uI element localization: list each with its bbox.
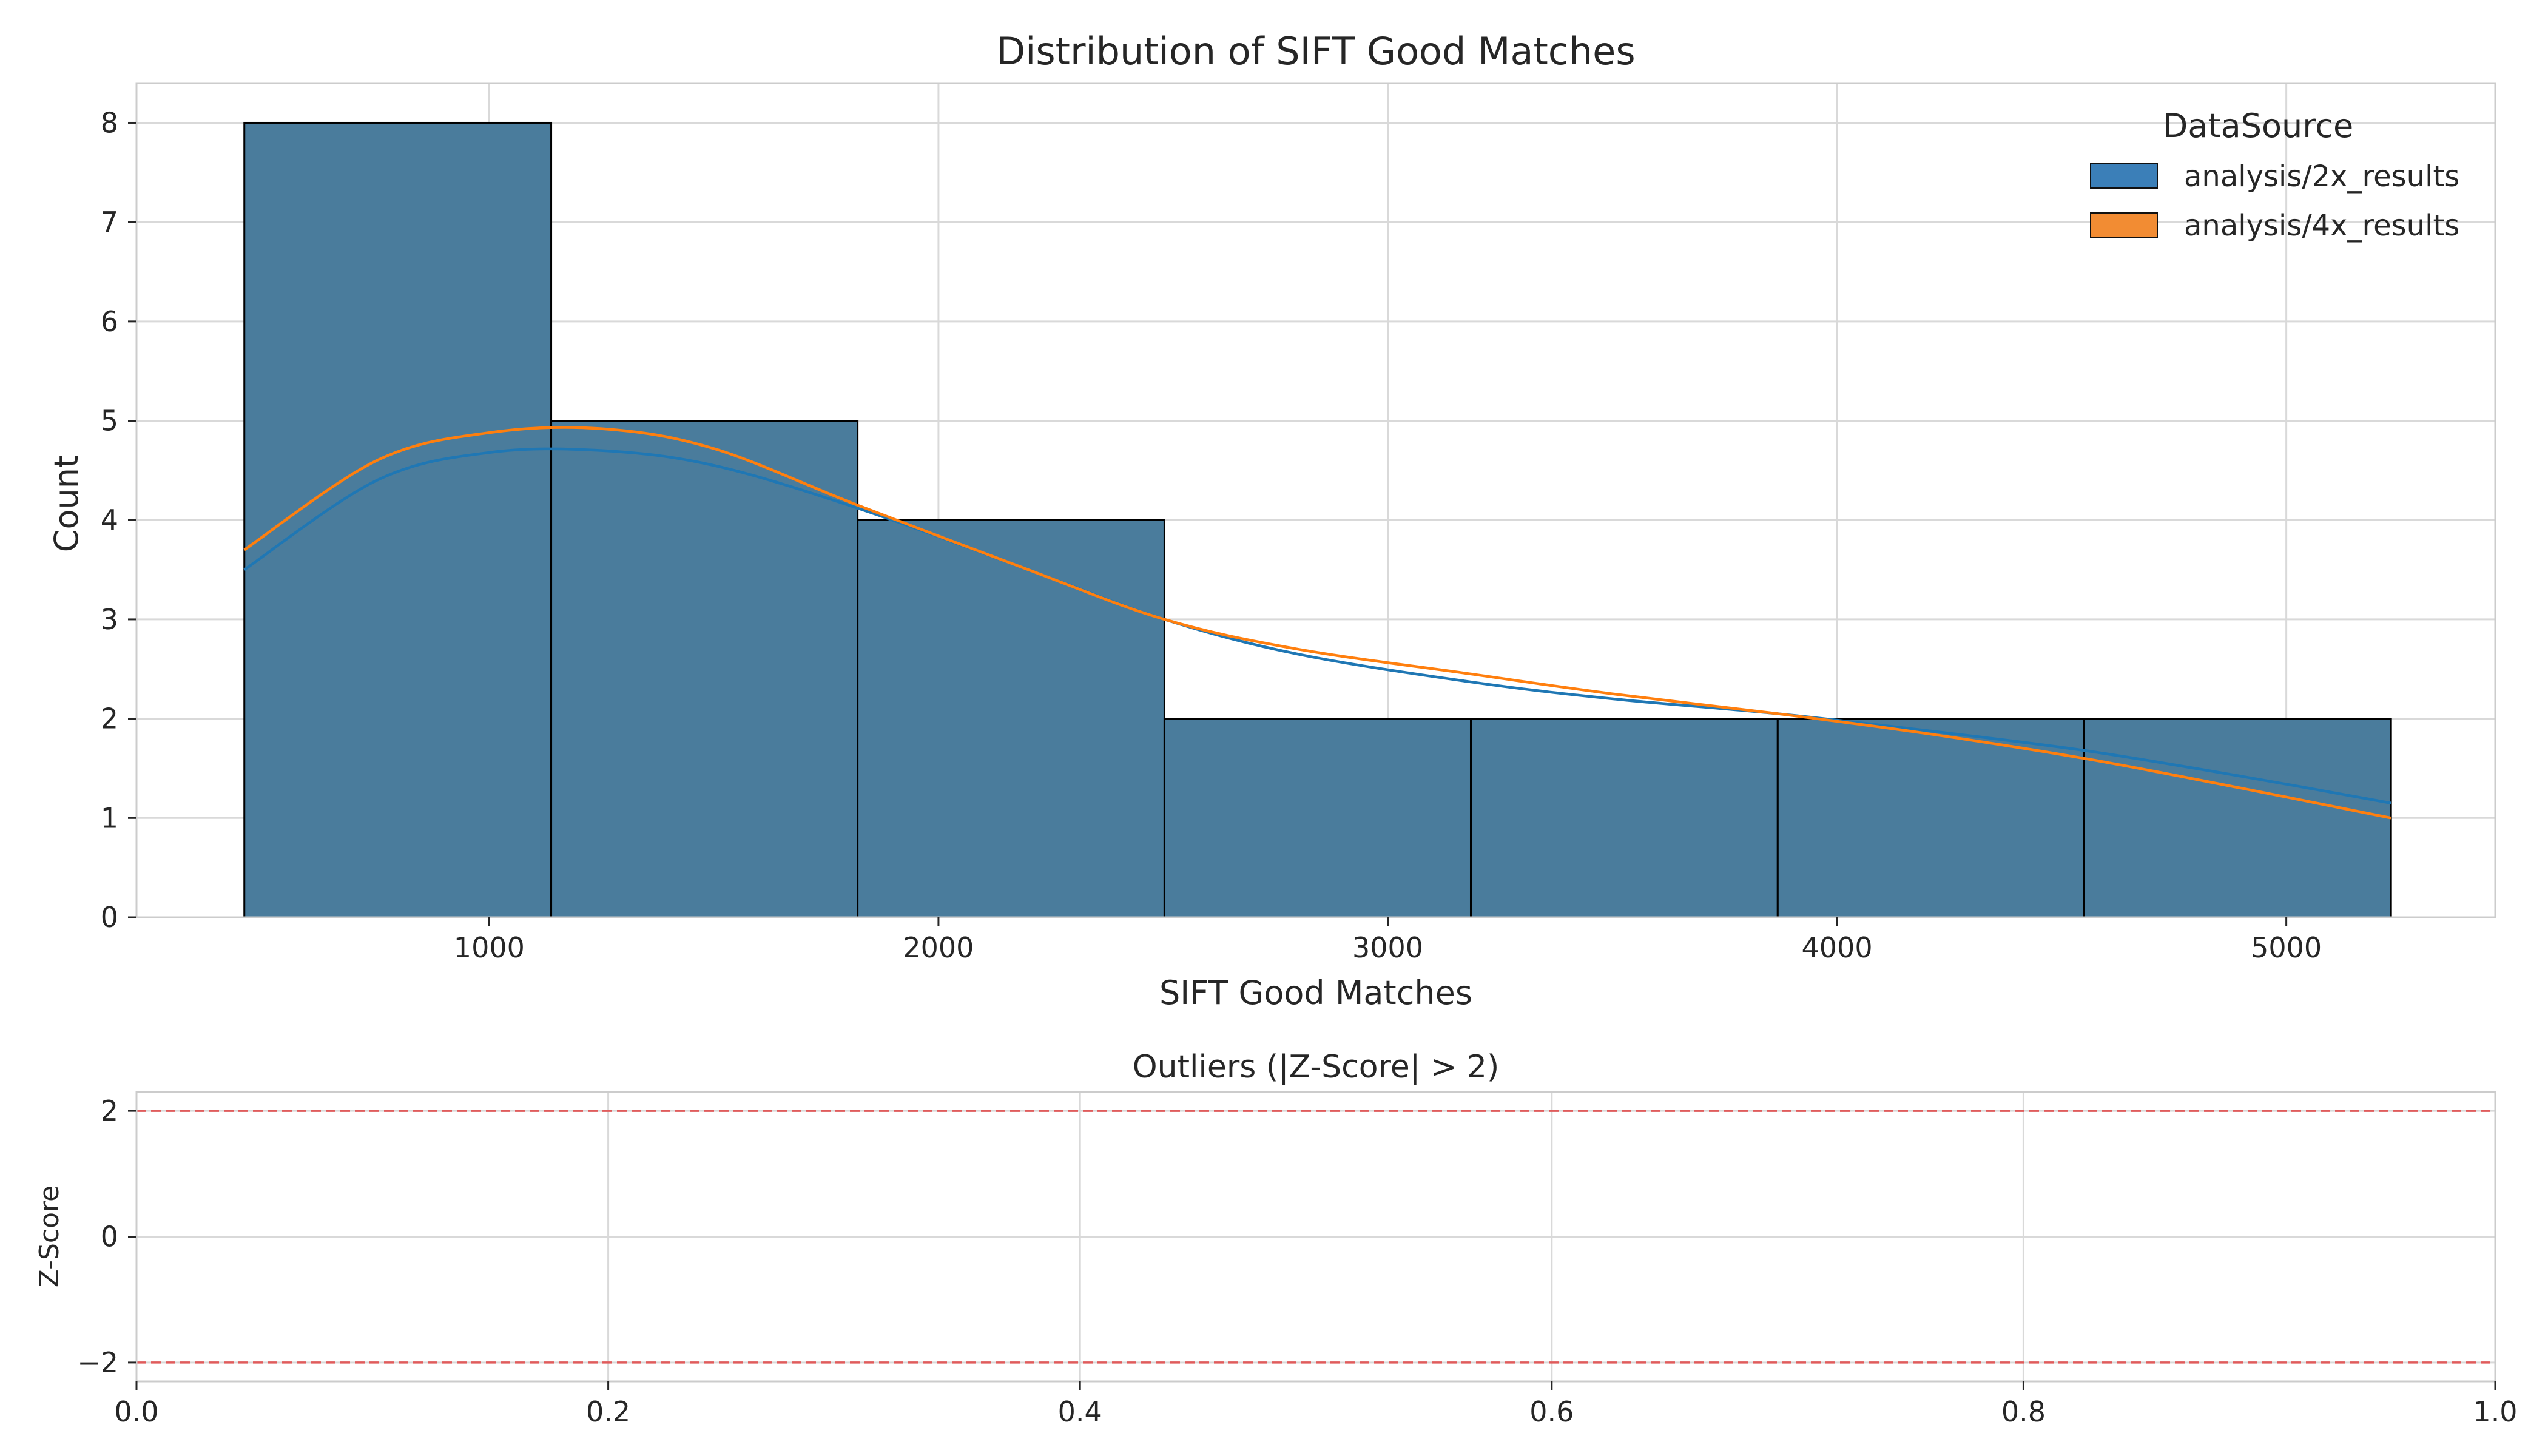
kde-line-2x [243,447,2391,804]
y-tick-label: 8 [101,106,118,139]
x-tick-label: 1000 [454,931,525,964]
legend: DataSource analysis/2x_results analysis/… [2090,107,2459,243]
x-tick-label: 2000 [903,931,974,964]
y-tick-label: 1 [101,801,118,834]
y-tick-label: 4 [101,504,118,536]
kde-line-4x [243,426,2391,820]
y-tick-label: 2 [101,1094,118,1127]
outliers-y-ticks: −2 0 2 [77,1094,136,1379]
legend-swatch-4x [2090,212,2158,238]
legend-label-2x: analysis/2x_results [2184,160,2459,194]
x-tick-label: 5000 [2251,931,2322,964]
outliers-panel: Outliers (|Z-Score| > 2) 0.0 0.2 0.4 0.6 0.8… [34,1049,2518,1428]
y-tick-label: 5 [101,405,118,437]
y-tick-label: 0 [101,1221,118,1253]
x-tick-label: 0.8 [2001,1395,2046,1428]
x-tick-label: 0.2 [586,1395,630,1428]
y-tick-label: 0 [101,901,118,934]
histogram-bar [243,121,553,918]
outliers-title: Outliers (|Z-Score| > 2) [1133,1049,1500,1085]
legend-swatch-2x [2090,163,2158,189]
outliers-y-axis-label: Z-Score [34,1185,65,1287]
outliers-grid [135,1092,2496,1381]
histogram-frame [135,82,2496,918]
kde-lines [243,426,2391,820]
histogram-bar [1776,718,2085,918]
histogram-bar [2083,718,2392,918]
x-tick-label: 1.0 [2473,1395,2517,1428]
x-tick-label: 4000 [1802,931,1873,964]
histogram-bars [243,121,2392,918]
y-tick-label: 3 [101,603,118,636]
outliers-x-ticks: 0.0 0.2 0.4 0.6 0.8 1.0 [114,1381,2518,1428]
y-tick-label: 2 [101,703,118,735]
histogram-y-axis-label: Count [47,455,86,552]
histogram-title: Distribution of SIFT Good Matches [996,29,1635,73]
x-tick-label: 3000 [1352,931,1423,964]
y-tick-label: −2 [77,1346,118,1379]
histogram-bar [550,420,859,918]
x-tick-label: 0.6 [1529,1395,1574,1428]
y-tick-label: 7 [101,206,118,238]
x-tick-label: 0.4 [1058,1395,1102,1428]
histogram-x-ticks: 1000 2000 3000 4000 5000 [454,917,2322,964]
x-tick-label: 0.0 [114,1395,158,1428]
histogram-panel: Distribution of SIFT Good Matches 1000 20… [47,29,2496,1012]
y-tick-label: 6 [101,305,118,338]
legend-label-4x: analysis/4x_results [2184,209,2459,243]
histogram-x-axis-label: SIFT Good Matches [1159,974,1472,1012]
histogram-bar [1163,718,1472,918]
threshold-lines [136,1110,2495,1364]
histogram-bar [857,519,1165,918]
legend-title: DataSource [2163,107,2353,145]
histogram-bar [1469,718,1779,918]
histogram-y-ticks: 0 1 2 3 4 5 6 7 8 [101,106,136,934]
